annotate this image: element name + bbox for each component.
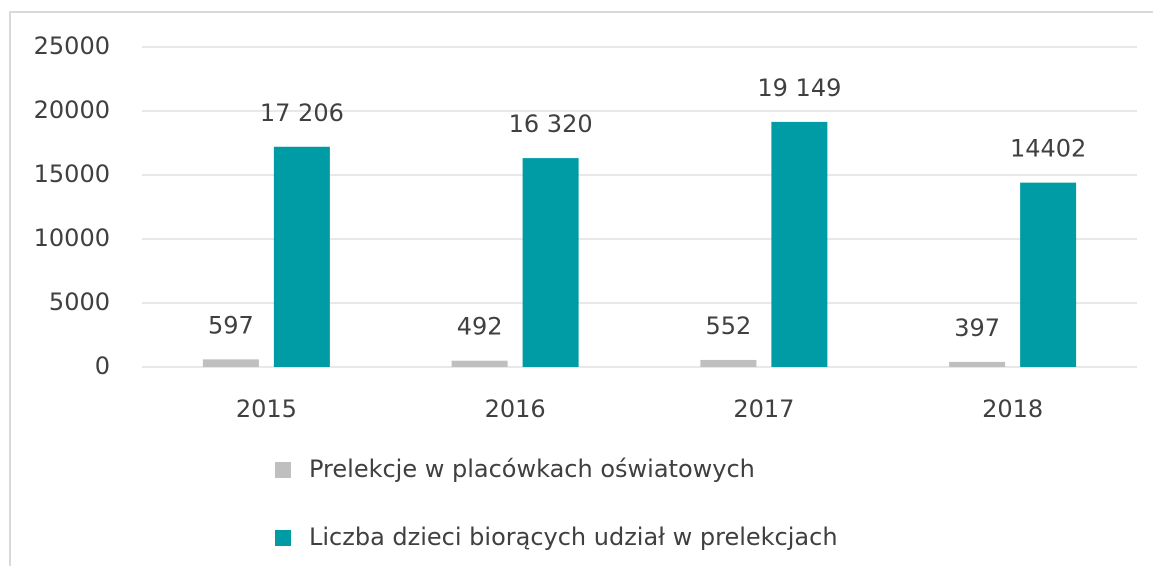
data-label: 597 (208, 311, 254, 339)
x-tick-label: 2015 (236, 395, 297, 423)
chart-frame (9, 11, 1153, 566)
bar (1020, 182, 1077, 367)
y-tick-label: 25000 (34, 32, 110, 60)
data-label: 17 206 (260, 99, 344, 127)
y-tick-label: 15000 (34, 160, 110, 188)
y-tick-label: 0 (95, 352, 110, 380)
bar (949, 361, 1006, 367)
data-label: 552 (705, 312, 751, 340)
legend-swatch (275, 530, 291, 546)
legend-label: Liczba dzieci biorących udział w prelekc… (309, 523, 838, 551)
x-tick-label: 2018 (982, 395, 1043, 423)
legend-swatch (275, 462, 291, 478)
bar (451, 360, 508, 367)
bar (522, 158, 579, 367)
y-tick-label: 20000 (34, 96, 110, 124)
y-tick-label: 5000 (49, 288, 110, 316)
data-label: 14402 (1010, 135, 1086, 163)
data-label: 16 320 (509, 110, 593, 138)
legend-label: Prelekcje w placówkach oświatowych (309, 455, 755, 483)
bar (273, 146, 330, 367)
data-label: 19 149 (757, 74, 841, 102)
x-tick-label: 2016 (485, 395, 546, 423)
y-tick-label: 10000 (34, 224, 110, 252)
x-tick-label: 2017 (733, 395, 794, 423)
data-label: 397 (954, 314, 1000, 342)
data-label: 492 (457, 313, 503, 341)
bar (771, 121, 828, 368)
bar (700, 359, 757, 367)
bar (202, 359, 259, 367)
